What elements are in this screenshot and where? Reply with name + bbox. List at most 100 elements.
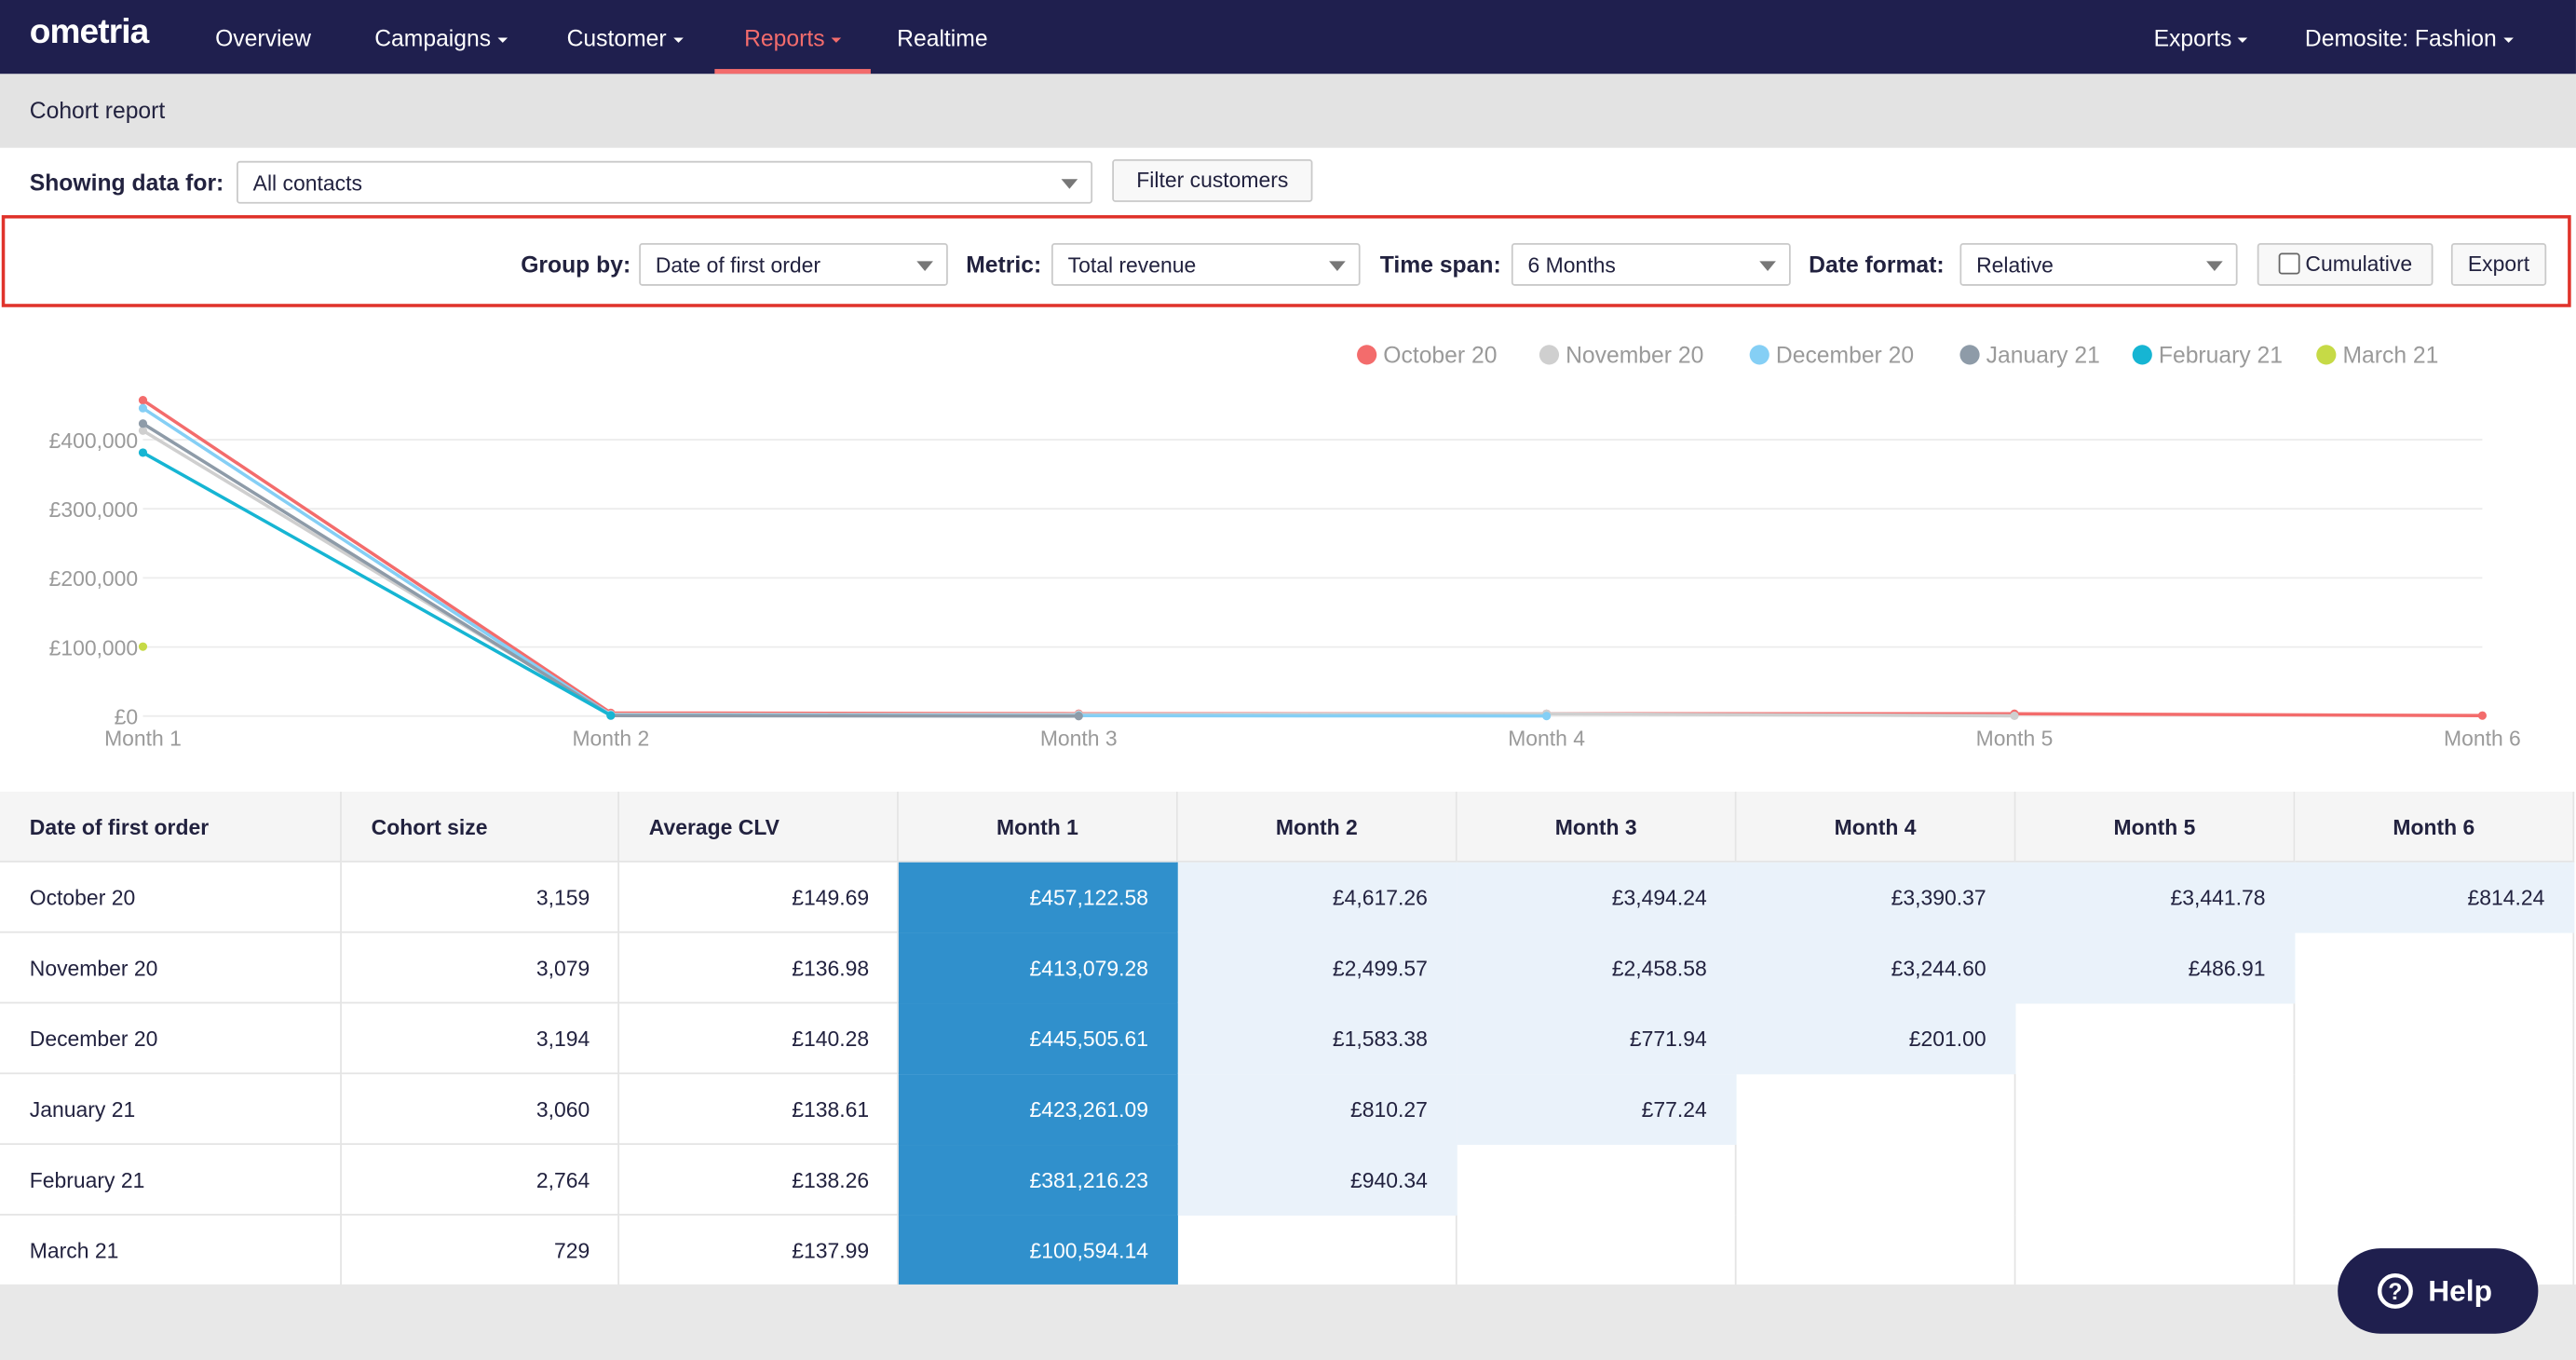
help-label: Help bbox=[2428, 1274, 2493, 1308]
table-cell: £100,594.14 bbox=[898, 1215, 1178, 1286]
page-header: Cohort report bbox=[0, 74, 2576, 148]
empty-cell bbox=[2295, 1145, 2575, 1216]
empty-cell bbox=[2295, 1003, 2575, 1075]
time-span-label: Time span: bbox=[1379, 251, 1501, 278]
metric-label: Metric: bbox=[966, 251, 1042, 278]
table-cell: £136.98 bbox=[619, 932, 899, 1004]
filter-label: Showing data for: bbox=[29, 169, 224, 196]
y-tick-label: £400,000 bbox=[49, 428, 139, 453]
empty-cell bbox=[1178, 1215, 1457, 1286]
column-header: Average CLV bbox=[619, 791, 899, 863]
data-point bbox=[138, 396, 148, 405]
column-header: Month 5 bbox=[2015, 791, 2296, 863]
table-cell: £3,494.24 bbox=[1457, 862, 1737, 933]
table-cell: £381,216.23 bbox=[898, 1145, 1178, 1216]
series-line bbox=[142, 406, 1547, 718]
series-line bbox=[142, 399, 2483, 717]
legend-label[interactable]: October 20 bbox=[1383, 344, 1497, 369]
table-cell: November 20 bbox=[0, 932, 342, 1004]
legend-label[interactable]: March 21 bbox=[2342, 344, 2438, 369]
nav-item[interactable]: Exports bbox=[2154, 0, 2248, 74]
data-point bbox=[138, 419, 148, 428]
empty-cell bbox=[1737, 1145, 2016, 1216]
table-cell: £140.28 bbox=[619, 1003, 899, 1075]
legend-label[interactable]: December 20 bbox=[1776, 344, 1914, 369]
empty-cell bbox=[2295, 932, 2575, 1004]
table-cell: £445,505.61 bbox=[898, 1003, 1178, 1075]
export-button[interactable]: Export bbox=[2450, 242, 2547, 286]
legend-label[interactable]: February 21 bbox=[2159, 344, 2283, 369]
nav-item[interactable]: Reports bbox=[714, 0, 871, 75]
table-cell: £4,617.26 bbox=[1177, 862, 1457, 933]
nav-item[interactable]: Campaigns bbox=[374, 0, 508, 74]
data-point bbox=[138, 642, 148, 651]
empty-cell bbox=[1737, 1215, 2016, 1286]
chart: £0 £100,000 £200,000 £300,000 £400,000 Month … bbox=[49, 344, 2521, 751]
x-tick-label: Month 3 bbox=[1040, 727, 1118, 751]
data-point bbox=[2010, 711, 2019, 721]
checkbox[interactable] bbox=[2278, 252, 2300, 275]
cumulative-toggle[interactable]: Cumulative bbox=[2257, 242, 2434, 286]
x-tick-label: Month 1 bbox=[104, 727, 182, 751]
table-cell: £77.24 bbox=[1457, 1074, 1737, 1146]
column-header: Month 3 bbox=[1457, 791, 1737, 863]
table-cell: £940.34 bbox=[1177, 1145, 1457, 1216]
table-cell: £457,122.58 bbox=[898, 862, 1178, 933]
empty-cell bbox=[2295, 1215, 2575, 1286]
empty-cell bbox=[1457, 1145, 1737, 1216]
column-header: Month 2 bbox=[1177, 791, 1457, 863]
table-cell: 729 bbox=[341, 1215, 620, 1286]
table-cell: 3,194 bbox=[341, 1003, 620, 1075]
table-cell: 3,079 bbox=[341, 932, 620, 1004]
legend-swatch bbox=[1539, 345, 1560, 365]
legend-label[interactable]: January 21 bbox=[1986, 344, 2100, 369]
column-header: Month 1 bbox=[898, 791, 1178, 863]
table-cell: £3,244.60 bbox=[1736, 932, 2016, 1004]
group-by-select[interactable]: Date of first order bbox=[639, 242, 948, 286]
empty-cell bbox=[2015, 1074, 2296, 1146]
table-cell: £3,441.78 bbox=[2015, 862, 2296, 933]
data-point bbox=[138, 403, 148, 413]
table-cell: £2,499.57 bbox=[1177, 932, 1457, 1004]
table-cell: £771.94 bbox=[1457, 1003, 1737, 1075]
x-tick-label: Month 4 bbox=[1508, 727, 1585, 751]
logo[interactable]: ometria bbox=[29, 13, 150, 51]
data-point bbox=[1074, 712, 1083, 721]
empty-cell bbox=[1737, 1074, 2016, 1146]
table-cell: March 21 bbox=[0, 1215, 342, 1286]
date-format-select[interactable]: Relative bbox=[1959, 242, 2238, 286]
table-cell: £423,261.09 bbox=[898, 1074, 1178, 1146]
data-point bbox=[138, 426, 148, 435]
table-cell: £138.26 bbox=[619, 1145, 899, 1216]
table-cell: February 21 bbox=[0, 1145, 342, 1216]
legend-label[interactable]: November 20 bbox=[1566, 344, 1703, 369]
empty-cell bbox=[2015, 1145, 2296, 1216]
nav-item[interactable]: Realtime bbox=[897, 24, 988, 51]
time-span-select[interactable]: 6 Months bbox=[1511, 242, 1791, 286]
table-cell: 3,159 bbox=[341, 862, 620, 933]
contact-select[interactable]: All contacts bbox=[237, 160, 1093, 204]
legend-swatch bbox=[2132, 345, 2152, 365]
table-cell: £201.00 bbox=[1736, 1003, 2016, 1075]
legend-swatch bbox=[2316, 345, 2337, 365]
y-tick-label: £0 bbox=[115, 705, 138, 729]
toolbar bbox=[1, 214, 2571, 307]
x-tick-label: Month 2 bbox=[572, 727, 649, 751]
filter-button[interactable]: Filter customers bbox=[1112, 159, 1313, 202]
footer-bar bbox=[0, 1284, 2576, 1360]
metric-select[interactable]: Total revenue bbox=[1051, 242, 1361, 286]
y-tick-label: £100,000 bbox=[49, 635, 139, 660]
nav-item[interactable]: Customer bbox=[567, 0, 684, 74]
empty-cell bbox=[1457, 1215, 1737, 1286]
table-cell: £1,583.38 bbox=[1177, 1003, 1457, 1075]
table-cell: £138.61 bbox=[619, 1074, 899, 1146]
y-tick-label: £200,000 bbox=[49, 566, 139, 591]
cumulative-label: Cumulative bbox=[2305, 251, 2413, 277]
nav-item[interactable]: Overview bbox=[215, 24, 312, 51]
table-cell: January 21 bbox=[0, 1074, 342, 1146]
data-point bbox=[2477, 711, 2487, 720]
help-button[interactable]: ? Help bbox=[2338, 1248, 2539, 1334]
nav-item[interactable]: Demosite: Fashion bbox=[2305, 0, 2514, 74]
empty-cell bbox=[2295, 1074, 2575, 1146]
